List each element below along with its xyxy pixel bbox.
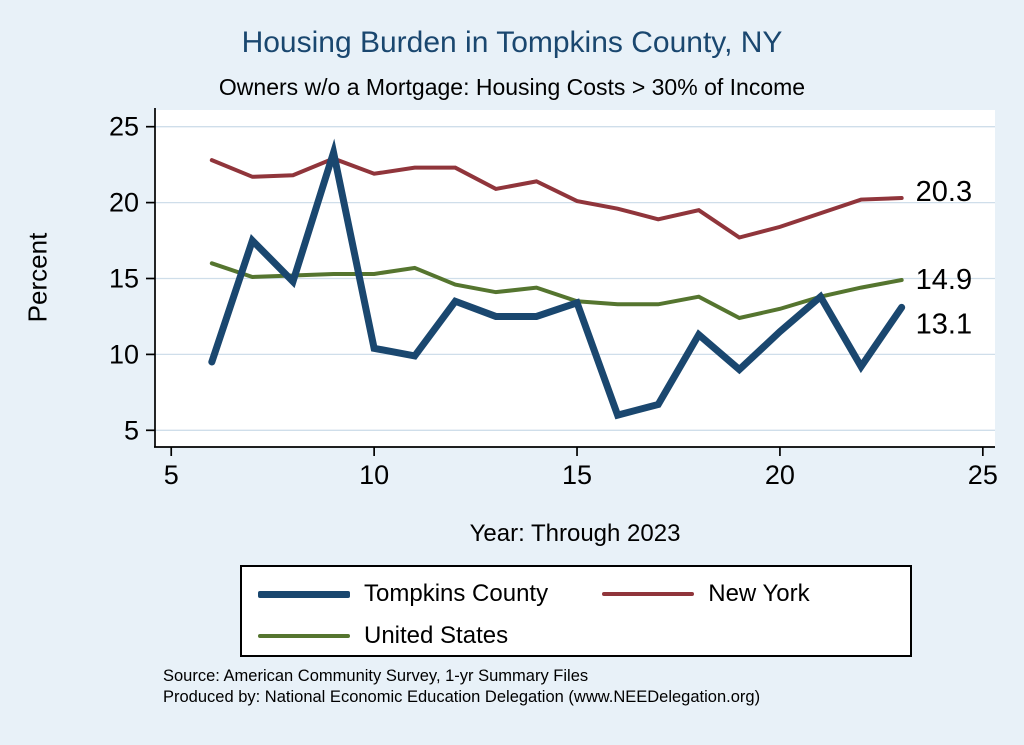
source-captions: Source: American Community Survey, 1-yr … <box>163 666 760 708</box>
series-line-tompkins-county <box>208 138 906 420</box>
y-tick-label: 5 <box>124 415 139 445</box>
legend: Tompkins County New York United States <box>240 565 912 657</box>
x-tick-label: 15 <box>562 460 592 490</box>
chart-plot-area: 5 10 15 20 25 5 10 15 20 25 13.1 20.3 14.9 <box>109 108 998 490</box>
x-tick-label: 5 <box>164 460 179 490</box>
new-york-line-swatch <box>602 591 695 597</box>
x-axis-label: Year: Through 2023 <box>469 520 681 547</box>
legend-label-tompkins-county: Tompkins County <box>364 580 549 607</box>
united-states-line-swatch <box>258 633 350 639</box>
chart-subtitle: Owners w/o a Mortgage: Housing Costs > 3… <box>218 74 806 100</box>
y-tick-label: 25 <box>109 112 139 142</box>
legend-item-united-states: United States <box>258 622 602 650</box>
legend-item-tompkins-county: Tompkins County <box>258 580 602 608</box>
caption-produced-by: Produced by: National Economic Education… <box>163 688 761 706</box>
series-line-united-states <box>209 261 904 321</box>
x-tick-label: 20 <box>765 460 795 490</box>
y-tick-label: 10 <box>109 339 139 369</box>
caption-source: Source: American Community Survey, 1-yr … <box>163 667 589 685</box>
x-tick-label: 25 <box>968 460 998 490</box>
legend-item-new-york: New York <box>602 580 894 608</box>
tompkins-county-line-swatch <box>258 590 350 598</box>
series-end-label-new-york: 20.3 <box>916 176 972 208</box>
series-end-label-united-states: 14.9 <box>916 264 972 296</box>
series-end-label-tompkins-county: 13.1 <box>916 308 972 340</box>
x-tick-label: 10 <box>359 460 389 490</box>
legend-label-new-york: New York <box>708 580 810 607</box>
chart-title: Housing Burden in Tompkins County, NY <box>241 26 783 59</box>
y-tick-label: 15 <box>109 264 139 294</box>
y-tick-label: 20 <box>109 188 139 218</box>
legend-grid: Tompkins County New York United States <box>242 567 910 650</box>
legend-label-united-states: United States <box>364 622 509 649</box>
series-line-new-york <box>209 156 904 240</box>
